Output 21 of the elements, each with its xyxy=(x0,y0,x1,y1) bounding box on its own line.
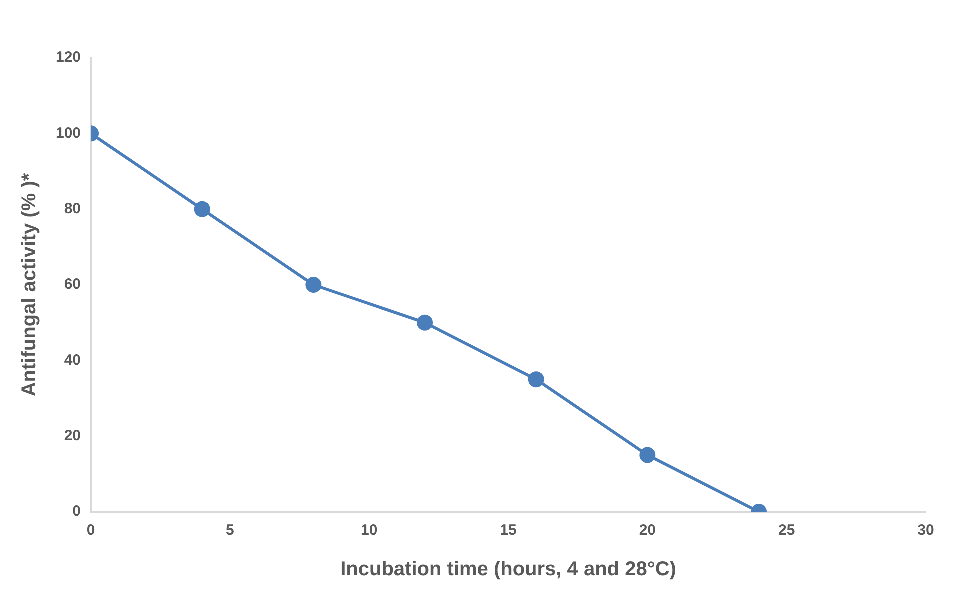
y-axis-title: Antifungal activity (% )* xyxy=(18,173,41,397)
x-axis-title: Incubation time (hours, 4 and 28°C) xyxy=(340,558,676,581)
y-tick-label: 40 xyxy=(64,352,82,369)
y-tick-label: 80 xyxy=(64,200,82,218)
x-tick-label: 30 xyxy=(918,522,934,540)
y-tick-label: 120 xyxy=(56,49,82,66)
point xyxy=(640,447,656,464)
point xyxy=(417,314,434,331)
x-tick-label: 0 xyxy=(86,522,96,540)
y-tick-label: 20 xyxy=(64,427,82,444)
x-tick-label: 20 xyxy=(639,522,656,540)
point xyxy=(528,372,544,388)
x-tick-label: 25 xyxy=(778,522,796,540)
point xyxy=(194,201,210,218)
y-tick-label: 0 xyxy=(72,503,82,520)
y-tick-label: 60 xyxy=(64,276,82,294)
point xyxy=(306,277,322,293)
y-tick-label: 100 xyxy=(56,124,82,142)
x-tick-label: 5 xyxy=(226,522,234,540)
x-tick-label: 10 xyxy=(361,522,378,540)
x-tick-label: 15 xyxy=(500,522,517,540)
